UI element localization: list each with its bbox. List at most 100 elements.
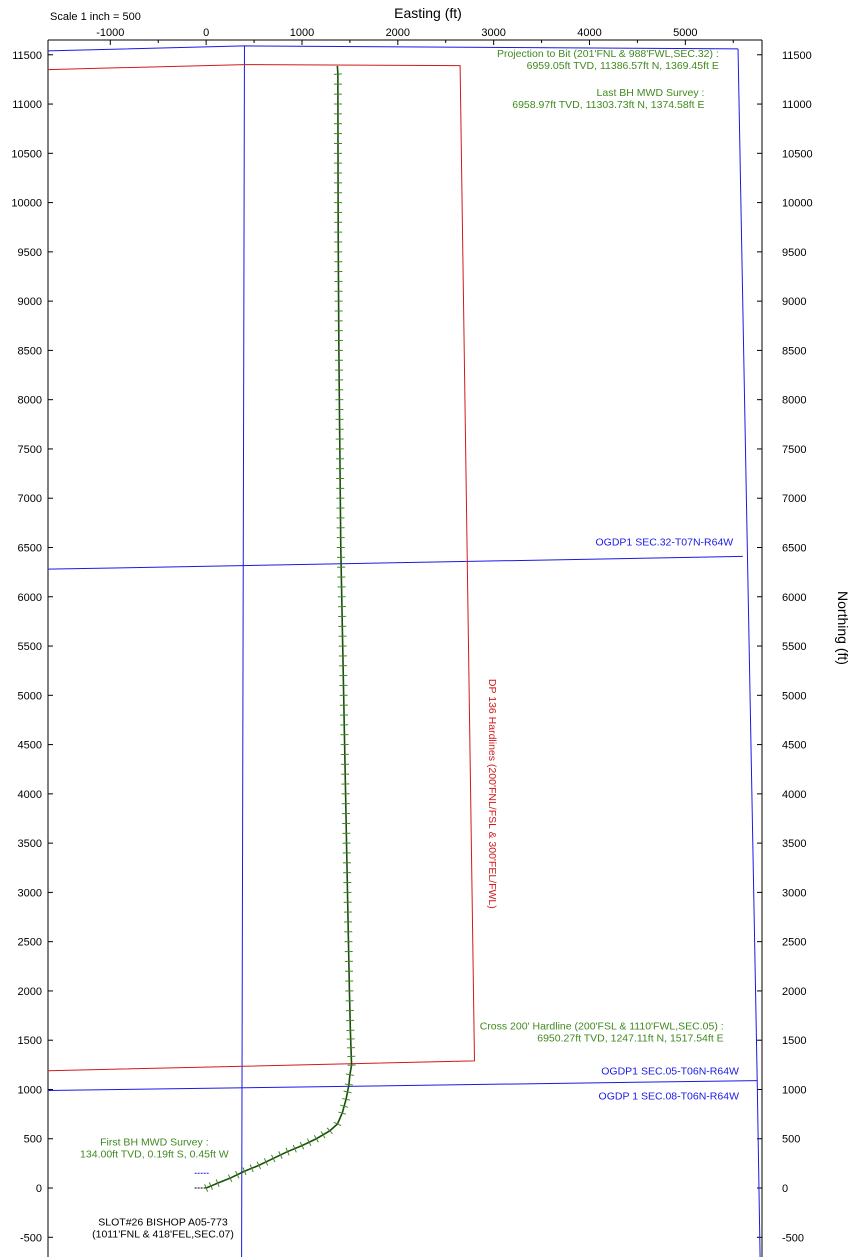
- x-axis-label: Easting (ft): [394, 5, 462, 21]
- y-tick-label-left: 3500: [18, 838, 42, 850]
- survey-station-marker: [313, 1135, 319, 1143]
- survey-station-marker: [208, 1182, 213, 1190]
- y-tick-label-left: 4000: [18, 789, 42, 801]
- section-line: [737, 48, 761, 1257]
- y-tick-label-right: 0: [782, 1183, 788, 1195]
- annotation-line: 134.00ft TVD, 0.19ft S, 0.45ft W: [80, 1149, 229, 1161]
- y-tick-label-left: 9500: [18, 247, 42, 259]
- y-tick-label-right: 3500: [782, 838, 806, 850]
- survey-station-marker: [271, 1154, 276, 1163]
- y-tick-label-right: 11000: [782, 99, 812, 111]
- hardline-group: [47, 64, 475, 1072]
- survey-station-marker: [235, 1170, 240, 1179]
- y-tick-label-right: 2000: [782, 986, 806, 998]
- survey-station-marker: [338, 1111, 347, 1115]
- annotation-text: DP 136 Hardlines (200'FNL/FSL & 300'FEL/…: [486, 679, 498, 909]
- y-tick-label-left: 500: [24, 1134, 42, 1146]
- y-tick-label-right: 500: [782, 1134, 800, 1146]
- y-tick-label-left: 8500: [18, 345, 42, 357]
- y-tick-label-right: 1500: [782, 1035, 806, 1047]
- x-tick-label: 3000: [481, 27, 505, 39]
- y-tick-label-right: 8000: [782, 395, 806, 407]
- y-tick-label-left: 9000: [18, 296, 42, 308]
- y-tick-label-left: 2000: [18, 986, 42, 998]
- annotation-line: OGDP 1 SEC.08-T06N-R64W: [599, 1090, 740, 1102]
- section-line: [241, 45, 245, 1257]
- y-tick-label-right: 11500: [782, 50, 812, 62]
- y-tick-label-right: 2500: [782, 937, 806, 949]
- survey-station-marker: [345, 1073, 354, 1076]
- section-lines-group: [47, 45, 761, 1257]
- y-tick-label-left: 10500: [11, 148, 42, 160]
- survey-station-marker: [204, 1184, 209, 1192]
- annotation-line: Last BH MWD Survey :: [597, 87, 705, 99]
- survey-station-marker: [326, 1127, 333, 1135]
- axes-group: -1000 0 1000 2000 3000 4000 5000 -500 -500 0 0 500 5…: [11, 27, 813, 1257]
- trajectory-group: [194, 65, 356, 1192]
- y-axis-label: Northing (ft): [835, 591, 851, 665]
- y-tick-label-left: 3000: [18, 887, 42, 899]
- y-tick-label-left: 1000: [18, 1084, 42, 1096]
- x-tick-label: -1000: [96, 27, 124, 39]
- y-tick-label-right: 7500: [782, 444, 806, 456]
- y-tick-label-left: 4500: [18, 740, 42, 752]
- y-tick-label-right: 6000: [782, 592, 806, 604]
- y-tick-label-left: 5000: [18, 690, 42, 702]
- section-line: [47, 555, 743, 570]
- x-tick-label: 1000: [290, 27, 314, 39]
- y-tick-label-right: 7000: [782, 493, 806, 505]
- scale-label: Scale 1 inch = 500: [50, 11, 141, 23]
- annotation-text: Projection to Bit (201'FNL & 988'FWL,SEC…: [497, 48, 719, 72]
- survey-station-marker: [263, 1158, 269, 1166]
- survey-station-marker: [249, 1164, 254, 1173]
- y-tick-label-left: 5500: [18, 641, 42, 653]
- annotation-line: Cross 200' Hardline (200'FSL & 1110'FWL,…: [480, 1020, 724, 1032]
- annotation-line: OGDP1 SEC.32-T07N-R64W: [596, 537, 734, 549]
- survey-station-marker: [227, 1174, 233, 1182]
- y-tick-label-right: 4000: [782, 789, 806, 801]
- section-line: [47, 1080, 758, 1091]
- y-tick-label-right: 4500: [782, 740, 806, 752]
- annotation-line: 6950.27ft TVD, 1247.11ft N, 1517.54ft E: [537, 1032, 723, 1044]
- y-tick-label-left: 10000: [11, 198, 42, 210]
- y-tick-label-right: 3000: [782, 887, 806, 899]
- hardline-boundary: [47, 64, 475, 1072]
- annotation-text: Cross 200' Hardline (200'FSL & 1110'FWL,…: [480, 1020, 724, 1044]
- y-tick-label-left: 0: [36, 1183, 42, 1195]
- survey-station-marker: [292, 1144, 297, 1153]
- y-tick-label-left: 6000: [18, 592, 42, 604]
- y-tick-label-left: 11000: [12, 99, 42, 111]
- survey-station-marker: [278, 1151, 283, 1159]
- survey-station-marker: [320, 1131, 326, 1139]
- y-tick-label-left: 2500: [18, 937, 42, 949]
- y-tick-label-left: 7000: [18, 493, 42, 505]
- survey-station-marker: [333, 1121, 342, 1127]
- annotation-line: (1011'FNL & 418'FEL,SEC.07): [92, 1228, 234, 1240]
- survey-station-marker: [242, 1167, 247, 1176]
- annotation-line: 6958.97ft TVD, 11303.73ft N, 1374.58ft E: [512, 99, 704, 111]
- annotation-text: First BH MWD Survey :134.00ft TVD, 0.19f…: [80, 1137, 229, 1161]
- annotation-line: Projection to Bit (201'FNL & 988'FWL,SEC…: [497, 48, 719, 60]
- survey-station-marker: [340, 1104, 349, 1108]
- x-tick-label: 0: [203, 27, 209, 39]
- annotation-line: First BH MWD Survey :: [100, 1137, 209, 1149]
- y-tick-label-left: 1500: [18, 1035, 42, 1047]
- annotation-line: OGDP1 SEC.05-T06N-R64W: [601, 1066, 739, 1078]
- survey-station-marker: [285, 1147, 290, 1156]
- y-tick-label-right: 9500: [782, 247, 806, 259]
- y-tick-label-right: 10500: [782, 148, 813, 160]
- y-tick-label-right: 5000: [782, 690, 806, 702]
- annotation-line: 6959.05ft TVD, 11386.57ft N, 1369.45ft E: [527, 60, 719, 72]
- survey-station-marker: [342, 1098, 351, 1101]
- annotation-text: OGDP 1 SEC.08-T06N-R64W: [599, 1090, 740, 1102]
- y-tick-label-left: -500: [20, 1232, 42, 1244]
- survey-station-marker: [343, 1090, 352, 1094]
- annotation-text: OGDP1 SEC.32-T07N-R64W: [596, 537, 734, 549]
- y-tick-label-right: 10000: [782, 198, 813, 210]
- x-tick-label: 4000: [577, 27, 601, 39]
- y-tick-label-right: 6500: [782, 542, 806, 554]
- y-tick-label-right: 5500: [782, 641, 806, 653]
- trajectory-line: [205, 65, 353, 1189]
- annotation-text: OGDP1 SEC.05-T06N-R64W: [601, 1066, 739, 1078]
